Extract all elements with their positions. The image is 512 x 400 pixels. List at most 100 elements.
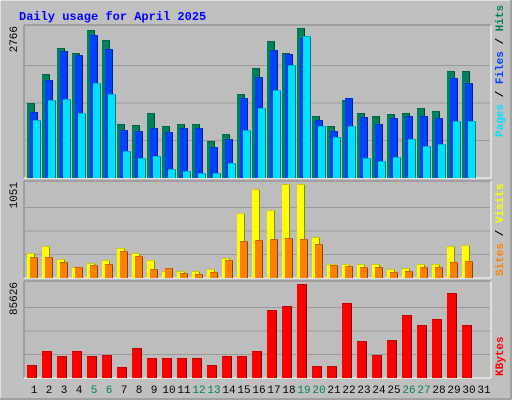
sites-bar: [165, 268, 173, 278]
kbytes-bar: [297, 284, 307, 378]
pages-bar: [393, 157, 401, 178]
pages-bar: [318, 126, 326, 178]
sites-bar: [30, 257, 38, 278]
kbytes-bar: [327, 366, 337, 378]
x-tick-label: 23: [357, 385, 370, 397]
files-bar: [210, 147, 218, 178]
x-tick-label: 15: [237, 385, 250, 397]
kbytes-bar: [162, 358, 172, 378]
kbytes-bar: [87, 356, 97, 378]
pages-bar: [363, 158, 371, 178]
x-tick-label: 5: [91, 385, 98, 397]
pages-bar: [63, 99, 71, 178]
sites-visits-legend: Sites / Visits: [495, 184, 507, 276]
pages-bar: [78, 113, 86, 178]
bars: [27, 28, 476, 378]
kbytes-bar: [192, 358, 202, 378]
hits-files-pages-legend: Pages / Files / Hits: [495, 5, 507, 137]
sites-bar: [435, 267, 443, 278]
chart-title: Daily usage for April 2025: [19, 10, 206, 24]
x-tick-label: 22: [342, 385, 355, 397]
kbytes-ymax-label: 85626: [9, 282, 21, 315]
pages-bar: [288, 65, 296, 178]
pages-bar: [33, 120, 41, 178]
pages-bar: [213, 173, 221, 178]
sites-bar: [150, 269, 158, 278]
sites-bar: [360, 267, 368, 278]
pages-bar: [153, 156, 161, 178]
pages-bar: [438, 144, 446, 178]
kbytes-bar: [117, 367, 127, 378]
kbytes-bar: [147, 358, 157, 378]
kbytes-bar: [177, 358, 187, 378]
sites-bar: [60, 262, 68, 278]
pages-bar: [423, 146, 431, 178]
sites-bar: [405, 271, 413, 278]
x-tick-label: 4: [76, 385, 83, 397]
sites-bar: [180, 273, 188, 278]
kbytes-bar: [102, 355, 112, 378]
sites-bar: [330, 265, 338, 278]
x-tick-label: 6: [106, 385, 113, 397]
sites-bar: [375, 267, 383, 278]
sites-bar: [315, 244, 323, 278]
kbytes-bar: [252, 351, 262, 378]
pages-bar: [333, 137, 341, 178]
sites-bar: [420, 267, 428, 278]
kbytes-bar: [402, 315, 412, 378]
sites-bar: [345, 266, 353, 278]
sites-bar: [210, 272, 218, 278]
kbytes-bar: [357, 341, 367, 378]
kbytes-bar: [282, 306, 292, 378]
pages-bar: [303, 36, 311, 178]
pages-bar: [228, 163, 236, 178]
kbytes-bar: [312, 366, 322, 378]
sites-bar: [465, 261, 473, 278]
x-tick-label: 11: [177, 385, 191, 397]
x-tick-label: 28: [432, 385, 445, 397]
kbytes-bar: [417, 325, 427, 378]
x-tick-label: 25: [387, 385, 400, 397]
sites-bar: [300, 239, 308, 278]
x-tick-label: 2: [46, 385, 53, 397]
pages-bar: [348, 126, 356, 178]
x-tick-label: 27: [417, 385, 430, 397]
x-tick-label: 30: [462, 385, 475, 397]
x-tick-label: 20: [312, 385, 325, 397]
kbytes-bar: [432, 319, 442, 378]
pages-bar: [93, 83, 101, 178]
pages-bar: [468, 121, 476, 178]
x-tick-label: 24: [372, 385, 386, 397]
kbytes-bar: [72, 351, 82, 378]
kbytes-bar: [57, 356, 67, 378]
kbytes-bar: [447, 293, 457, 378]
sites-bar: [285, 238, 293, 278]
pages-bar: [258, 108, 266, 178]
kbytes-bar: [42, 351, 52, 378]
x-tick-label: 21: [327, 385, 341, 397]
x-tick-label: 3: [61, 385, 68, 397]
x-tick-label: 19: [297, 385, 310, 397]
x-tick-label: 29: [447, 385, 460, 397]
kbytes-bar: [462, 325, 472, 378]
x-tick-label: 18: [282, 385, 295, 397]
kbytes-legend: KBytes: [495, 336, 507, 376]
sites-bar: [225, 260, 233, 278]
x-tick-label: 8: [136, 385, 143, 397]
hits-ymax-label: 2766: [9, 26, 21, 52]
kbytes-bar: [207, 365, 217, 378]
pages-bar: [138, 158, 146, 178]
files-bar: [180, 128, 188, 178]
sites-bar: [390, 272, 398, 278]
sites-bar: [270, 239, 278, 278]
sites-bar: [255, 240, 263, 278]
pages-bar: [408, 139, 416, 178]
x-tick-label: 26: [402, 385, 415, 397]
kbytes-bar: [372, 355, 382, 378]
pages-bar: [168, 169, 176, 178]
kbytes-bar: [132, 348, 142, 378]
sites-bar: [135, 256, 143, 278]
sites-bar: [105, 264, 113, 278]
pages-bar: [48, 100, 56, 178]
